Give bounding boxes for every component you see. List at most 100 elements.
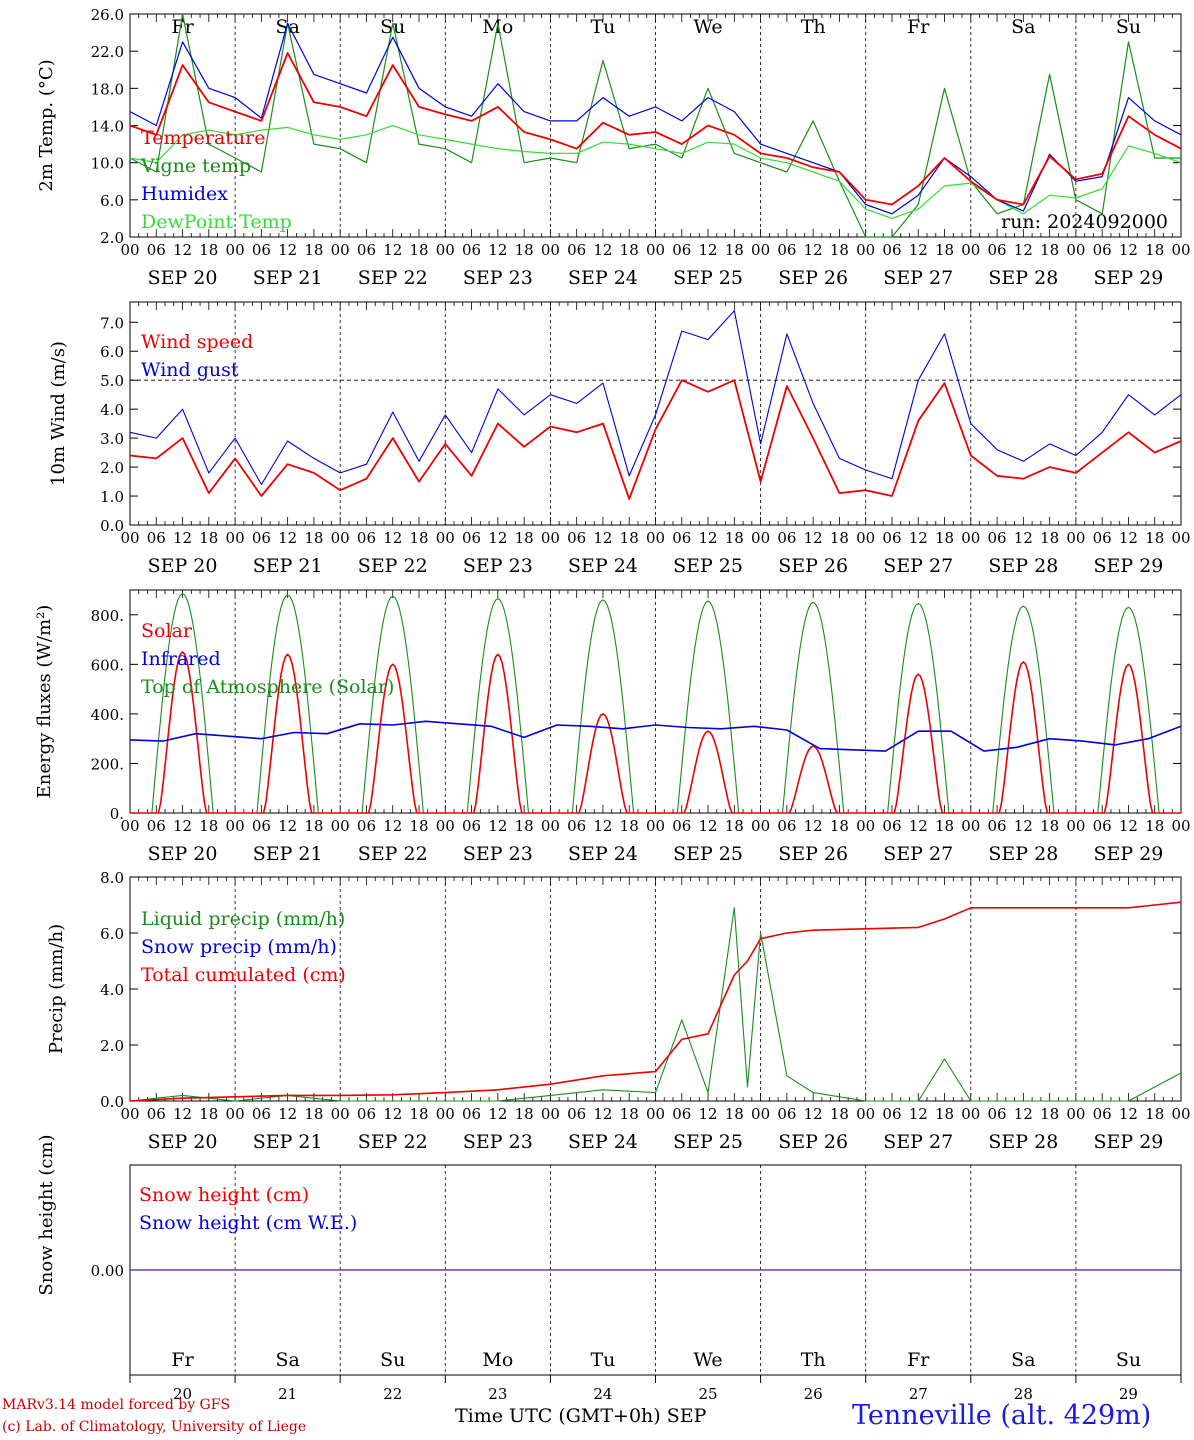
hour-tick-label: 06 [672,1105,691,1123]
hour-tick-label: 06 [147,241,166,259]
hour-tick-label: 06 [988,1105,1007,1123]
y-tick-label: 2.0 [100,229,124,247]
day-name-label: Fr [907,1349,930,1371]
hour-tick-label: 06 [988,817,1007,835]
hour-tick-label: 18 [935,817,954,835]
hour-tick-label: 18 [1145,241,1164,259]
series-wind-gust [129,310,1182,486]
date-label: SEP 25 [673,843,743,865]
date-label: SEP 21 [253,267,323,289]
hour-tick-label: 12 [699,1105,718,1123]
hour-tick-label: 06 [357,241,376,259]
legend-entry: Infrared [141,648,221,670]
date-label: SEP 28 [988,1131,1058,1153]
date-label: SEP 28 [988,843,1058,865]
y-axis-label: Snow height (cm) [36,1134,57,1295]
hour-tick-label: 00 [856,817,875,835]
hour-tick-label: 12 [593,1105,612,1123]
hour-tick-label: 06 [147,817,166,835]
day-name-label: Su [1116,1349,1141,1371]
hour-tick-label: 06 [462,817,481,835]
hour-tick-label: 18 [935,1105,954,1123]
hour-tick-label: 18 [409,529,428,547]
hour-tick-label: 18 [1040,241,1059,259]
panel-frame [129,589,1182,814]
hour-tick-label: 12 [173,529,192,547]
date-label: SEP 28 [988,267,1058,289]
hour-tick-label: 06 [252,817,271,835]
date-number-label: 27 [909,1385,928,1403]
hour-tick-label: 00 [541,529,560,547]
date-label: SEP 21 [253,555,323,577]
hour-tick-label: 00 [961,241,980,259]
hour-tick-label: 06 [672,241,691,259]
hour-tick-label: 00 [1066,241,1085,259]
day-name-label: Sa [1011,1349,1035,1371]
hour-tick-label: 06 [777,1105,796,1123]
date-label: SEP 27 [883,843,953,865]
day-name-label: Fr [171,1349,194,1371]
hour-tick-label: 06 [672,817,691,835]
legend-entry: Vigne temp [140,155,251,177]
day-name-label: We [693,1349,722,1371]
day-name-label: Tu [590,16,615,38]
y-axis-label: Energy fluxes (W/m²) [34,605,55,799]
hour-tick-label: 18 [409,817,428,835]
hour-tick-label: 06 [252,529,271,547]
hour-tick-label: 06 [567,529,586,547]
legend-entry: Solar [141,620,193,642]
date-label: SEP 23 [463,843,533,865]
hour-tick-label: 12 [804,529,823,547]
hour-tick-label: 00 [646,241,665,259]
hour-tick-label: 18 [620,241,639,259]
date-label: SEP 23 [463,1131,533,1153]
y-tick-label: 4.0 [100,401,124,419]
model-credit: MARv3.14 model forced by GFS [2,1397,231,1413]
hour-tick-label: 12 [593,241,612,259]
date-label: SEP 24 [568,555,638,577]
date-label: SEP 22 [358,267,428,289]
y-tick-label: 0.0 [100,517,124,535]
hour-tick-label: 12 [699,529,718,547]
hour-tick-label: 00 [646,817,665,835]
y-tick-label: 14.0 [91,118,124,136]
hour-tick-label: 12 [804,241,823,259]
y-tick-label: 6.0 [100,343,124,361]
hour-tick-label: 00 [436,817,455,835]
date-label: SEP 22 [358,843,428,865]
hour-tick-label: 12 [1014,817,1033,835]
date-label: SEP 25 [673,267,743,289]
hour-tick-label: 06 [1093,529,1112,547]
hour-tick-label: 18 [199,241,218,259]
date-label: SEP 26 [778,1131,848,1153]
day-name-label: Sa [275,1349,299,1371]
hour-tick-label: 18 [830,529,849,547]
date-number-label: 25 [699,1385,718,1403]
hour-tick-label: 00 [541,817,560,835]
series-vigne-temp [129,13,1181,238]
date-label: SEP 21 [253,843,323,865]
hour-tick-label: 18 [1040,529,1059,547]
lab-credit: (c) Lab. of Climatology, University of L… [2,1419,307,1435]
y-tick-label: 400. [91,706,124,724]
day-name-label: Tu [590,1349,615,1371]
panel-3 [129,589,1182,814]
hour-tick-label: 06 [1093,241,1112,259]
hour-tick-label: 00 [1171,817,1190,835]
date-label: SEP 23 [463,267,533,289]
hour-tick-label: 12 [1014,241,1033,259]
y-tick-label: 0. [110,805,124,823]
hour-tick-label: 12 [909,529,928,547]
hour-tick-label: 12 [488,817,507,835]
hour-tick-label: 00 [856,529,875,547]
series-total-cumulated [129,901,1182,1102]
hour-tick-label: 18 [1040,817,1059,835]
date-number-label: 23 [488,1385,507,1403]
hour-tick-label: 18 [1040,1105,1059,1123]
y-tick-label: 200. [91,755,124,773]
hour-tick-label: 06 [357,817,376,835]
hour-tick-label: 12 [488,1105,507,1123]
hour-tick-label: 18 [935,529,954,547]
hour-tick-label: 18 [199,1105,218,1123]
hour-tick-label: 12 [173,817,192,835]
